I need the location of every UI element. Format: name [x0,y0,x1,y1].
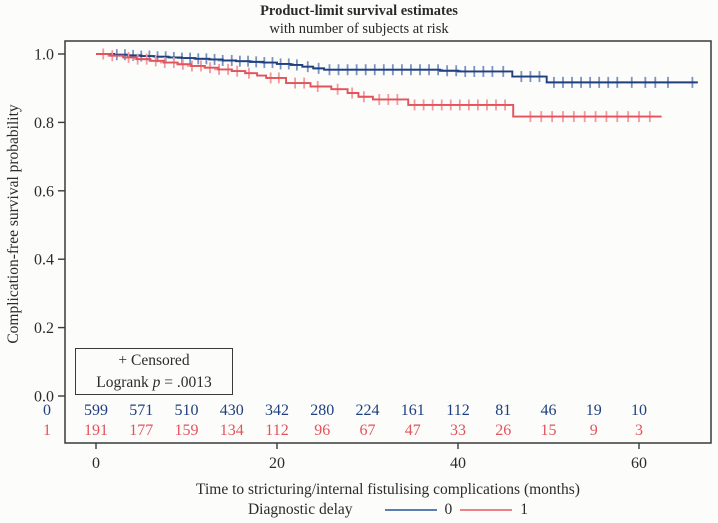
svg-text:0.2: 0.2 [34,320,54,337]
at-risk-table: 0 599 571 510 430 342 280 224 161 112 81 46 19 10 1 191… [43,402,647,439]
censored-label: + Censored [118,352,190,369]
svg-text:599: 599 [84,402,108,419]
svg-text:0: 0 [43,402,51,419]
svg-text:3: 3 [635,422,643,439]
svg-text:9: 9 [590,422,598,439]
svg-text:0: 0 [92,455,100,472]
svg-text:20: 20 [269,455,285,472]
svg-text:0.4: 0.4 [34,252,54,269]
svg-text:0.8: 0.8 [34,115,54,132]
svg-text:280: 280 [310,402,334,419]
svg-text:224: 224 [356,402,380,419]
svg-text:177: 177 [129,422,153,439]
svg-text:112: 112 [446,402,469,419]
svg-text:571: 571 [129,402,153,419]
svg-text:191: 191 [84,422,108,439]
svg-text:33: 33 [450,422,466,439]
svg-text:40: 40 [450,455,466,472]
svg-text:0.0: 0.0 [34,389,54,406]
x-axis-title: Time to stricturing/internal fistulising… [196,481,580,498]
svg-text:159: 159 [175,422,199,439]
svg-text:10: 10 [631,402,647,419]
at-risk-row-group0: 0 599 571 510 430 342 280 224 161 112 81 46 19 10 [43,402,647,419]
chart-title: Product-limit survival estimates [260,3,458,19]
svg-text:96: 96 [314,422,330,439]
svg-text:510: 510 [175,402,199,419]
survival-curve-group0 [96,53,698,84]
legend-title: Diagnostic delay [247,501,353,518]
legend: Diagnostic delay 0 1 [65,501,711,519]
svg-text:19: 19 [586,402,602,419]
legend-label-group1: 1 [520,501,529,518]
svg-text:342: 342 [265,402,289,419]
legend-label-group0: 0 [444,501,453,518]
svg-text:134: 134 [220,422,244,439]
svg-text:161: 161 [401,402,425,419]
svg-text:15: 15 [541,422,557,439]
svg-text:112: 112 [265,422,288,439]
svg-text:430: 430 [220,402,244,419]
legend-line-group1 [460,509,513,511]
survival-curve-group1 [96,53,662,118]
svg-text:0.6: 0.6 [34,183,54,200]
svg-text:1: 1 [43,422,51,439]
svg-text:60: 60 [631,455,647,472]
svg-text:46: 46 [541,402,557,419]
legend-line-group0 [384,509,437,511]
plot-frame [64,40,712,444]
chart-subtitle: with number of subjects at risk [269,21,449,37]
svg-text:47: 47 [405,422,421,439]
svg-text:81: 81 [495,402,511,419]
logrank-label: Logrank p = .0013 [96,374,212,391]
svg-text:1.0: 1.0 [34,47,54,64]
at-risk-row-group1: 1 191 177 159 134 112 96 67 47 33 26 15 9 3 [43,422,643,439]
axes: 0.0 0.2 0.4 0.6 0.8 1.0 0 20 40 60 [34,47,647,473]
svg-text:26: 26 [495,422,511,439]
censored-logrank-box: + Censored Logrank p = .0013 [75,348,233,395]
svg-text:67: 67 [360,422,376,439]
